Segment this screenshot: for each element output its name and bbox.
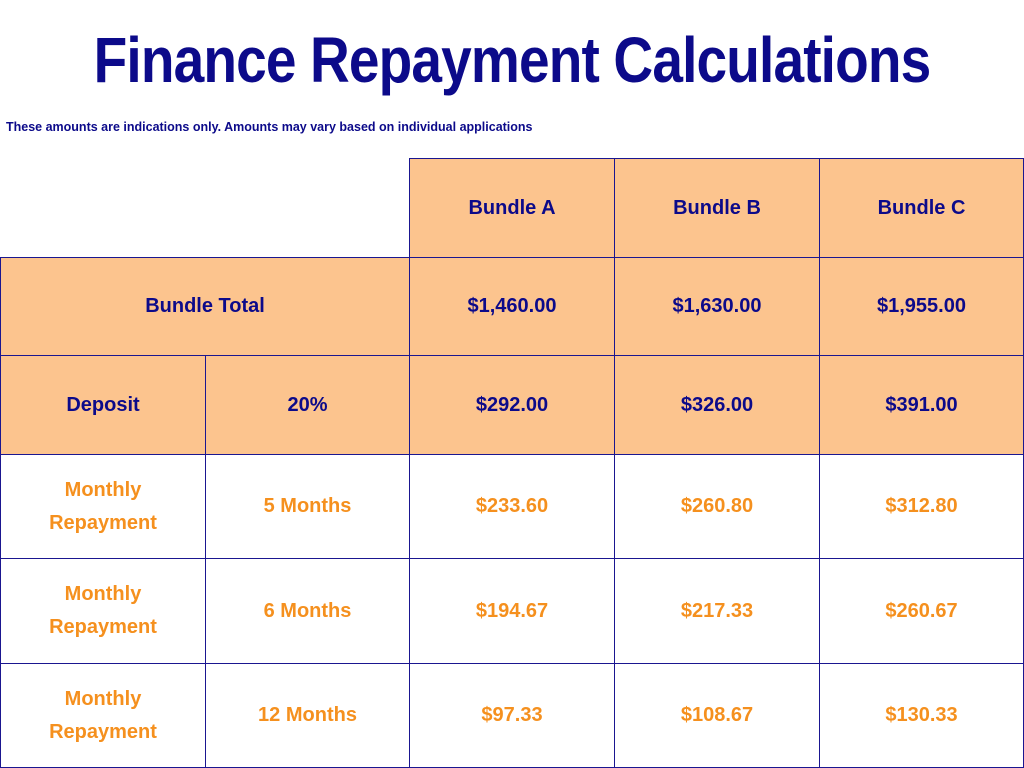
repayment-value-c: $260.67 bbox=[819, 558, 1024, 664]
header-bundle-a: Bundle A bbox=[409, 158, 615, 258]
repayment-value-a: $194.67 bbox=[409, 558, 615, 664]
repayment-value-b: $217.33 bbox=[614, 558, 820, 664]
deposit-a: $292.00 bbox=[409, 355, 615, 455]
repayment-value-b: $260.80 bbox=[614, 454, 820, 559]
bundle-total-b: $1,630.00 bbox=[614, 257, 820, 356]
repayment-value-c: $312.80 bbox=[819, 454, 1024, 559]
bundle-total-c: $1,955.00 bbox=[819, 257, 1024, 356]
repayment-term: 12 Months bbox=[205, 663, 410, 768]
disclaimer-note: These amounts are indications only. Amou… bbox=[6, 120, 533, 134]
bundle-total-label: Bundle Total bbox=[0, 257, 410, 356]
deposit-c: $391.00 bbox=[819, 355, 1024, 455]
deposit-label: Deposit bbox=[0, 355, 206, 455]
deposit-percent: 20% bbox=[205, 355, 410, 455]
repayment-label-text: Monthly Repayment bbox=[49, 478, 157, 534]
repayment-term: 6 Months bbox=[205, 558, 410, 664]
header-bundle-c: Bundle C bbox=[819, 158, 1024, 258]
repayment-value-a: $97.33 bbox=[409, 663, 615, 768]
repayment-label: Monthly Repayment bbox=[0, 454, 206, 559]
repayment-value-b: $108.67 bbox=[614, 663, 820, 768]
bundle-total-a: $1,460.00 bbox=[409, 257, 615, 356]
repayment-value-c: $130.33 bbox=[819, 663, 1024, 768]
repayment-label-text: Monthly Repayment bbox=[49, 583, 157, 638]
repayment-label: Monthly Repayment bbox=[0, 558, 206, 664]
header-bundle-b: Bundle B bbox=[614, 158, 820, 258]
repayment-label-text: Monthly Repayment bbox=[49, 687, 157, 743]
repayment-value-a: $233.60 bbox=[409, 454, 615, 559]
deposit-b: $326.00 bbox=[614, 355, 820, 455]
repayment-term: 5 Months bbox=[205, 454, 410, 559]
page-title: Finance Repayment Calculations bbox=[93, 24, 932, 96]
repayment-label: Monthly Repayment bbox=[0, 663, 206, 768]
